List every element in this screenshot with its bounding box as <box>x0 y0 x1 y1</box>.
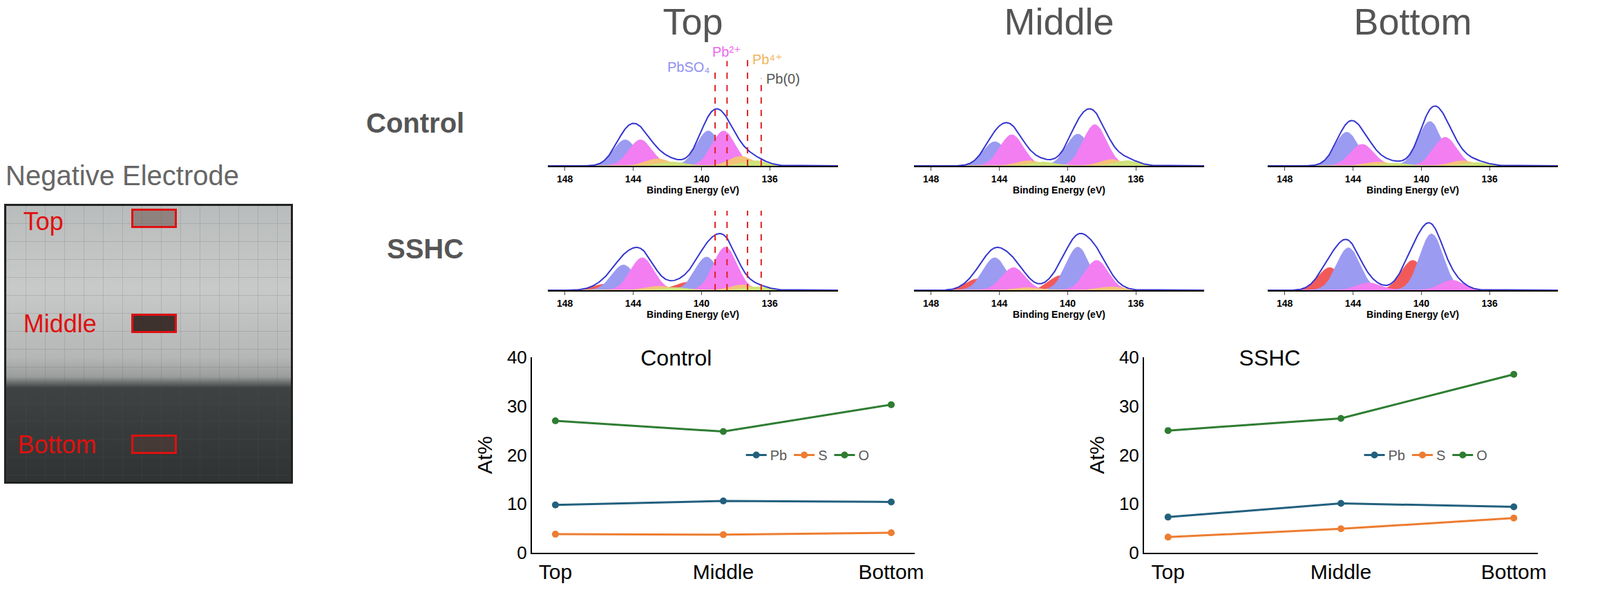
svg-text:148: 148 <box>556 173 574 185</box>
html-text:Middle: Middle <box>23 309 97 338</box>
svg-text:10: 10 <box>1119 493 1140 514</box>
svg-text:136: 136 <box>1481 173 1499 185</box>
svg-text:Binding Energy (eV): Binding Energy (eV) <box>1366 184 1460 196</box>
svg-text:Binding Energy (eV): Binding Energy (eV) <box>646 308 740 320</box>
svg-text:PbSO₄: PbSO₄ <box>667 59 711 75</box>
svg-text:Middle: Middle <box>692 560 754 584</box>
svg-text:144: 144 <box>991 297 1008 309</box>
svg-text:SSHC: SSHC <box>1239 345 1301 371</box>
svg-text:At%: At% <box>473 435 497 474</box>
html-text:Negative Electrode: Negative Electrode <box>5 160 240 191</box>
svg-text:Binding Energy (eV): Binding Energy (eV) <box>1012 308 1106 320</box>
svg-text:40: 40 <box>1119 346 1140 368</box>
svg-text:Top: Top <box>1151 560 1185 584</box>
svg-text:144: 144 <box>1345 173 1362 185</box>
svg-text:144: 144 <box>625 173 642 185</box>
html-text:Bottom: Bottom <box>17 430 97 459</box>
svg-text:Pb⁴⁺: Pb⁴⁺ <box>752 51 783 68</box>
svg-text:Binding Energy (eV): Binding Energy (eV) <box>646 184 740 196</box>
html-text:SSHC: SSHC <box>386 233 464 264</box>
svg-text:Pb(0): Pb(0) <box>766 71 800 87</box>
svg-text:O: O <box>1476 447 1488 463</box>
svg-text:10: 10 <box>507 493 528 514</box>
svg-text:148: 148 <box>1276 173 1294 185</box>
svg-text:136: 136 <box>1128 173 1145 185</box>
svg-text:0: 0 <box>516 542 527 564</box>
svg-text:148: 148 <box>922 173 940 185</box>
svg-text:Binding Energy (eV): Binding Energy (eV) <box>1012 184 1106 196</box>
html-text:Top: Top <box>23 207 64 236</box>
svg-text:Bottom: Bottom <box>1481 560 1547 584</box>
svg-text:140: 140 <box>1413 297 1431 309</box>
svg-text:140: 140 <box>1059 297 1077 309</box>
svg-text:Binding Energy (eV): Binding Energy (eV) <box>1366 308 1460 320</box>
svg-text:40: 40 <box>507 346 528 368</box>
svg-text:Middle: Middle <box>1310 560 1372 584</box>
svg-text:144: 144 <box>991 173 1008 185</box>
html-text:Bottom: Bottom <box>1353 0 1472 43</box>
svg-text:140: 140 <box>1059 173 1077 185</box>
svg-text:148: 148 <box>1276 297 1294 309</box>
svg-text:Pb: Pb <box>1388 447 1406 463</box>
svg-text:At%: At% <box>1085 435 1109 474</box>
html-text:Top: Top <box>662 0 723 43</box>
svg-text:Pb: Pb <box>770 447 787 463</box>
svg-text:20: 20 <box>1119 444 1140 466</box>
svg-text:S: S <box>817 447 827 463</box>
svg-text:20: 20 <box>507 444 528 466</box>
html-text:Middle: Middle <box>1004 0 1114 43</box>
svg-text:136: 136 <box>1481 297 1499 309</box>
svg-text:Control: Control <box>640 345 712 371</box>
svg-text:148: 148 <box>922 297 940 309</box>
svg-text:136: 136 <box>762 173 779 185</box>
svg-text:Top: Top <box>538 560 573 584</box>
svg-text:Bottom: Bottom <box>858 560 925 584</box>
svg-text:140: 140 <box>693 173 711 185</box>
html-text:Control: Control <box>366 107 465 139</box>
svg-text:30: 30 <box>507 395 528 417</box>
svg-text:136: 136 <box>1128 297 1145 309</box>
svg-text:O: O <box>858 447 870 463</box>
svg-text:30: 30 <box>1119 395 1140 417</box>
svg-text:140: 140 <box>1413 173 1431 185</box>
svg-text:140: 140 <box>693 297 711 309</box>
svg-text:144: 144 <box>1345 297 1362 309</box>
svg-text:148: 148 <box>556 297 574 309</box>
svg-text:144: 144 <box>625 297 642 309</box>
svg-text:S: S <box>1436 447 1446 463</box>
svg-text:136: 136 <box>762 297 779 309</box>
svg-text:Pb²⁺: Pb²⁺ <box>712 44 742 60</box>
svg-text:0: 0 <box>1128 542 1139 564</box>
